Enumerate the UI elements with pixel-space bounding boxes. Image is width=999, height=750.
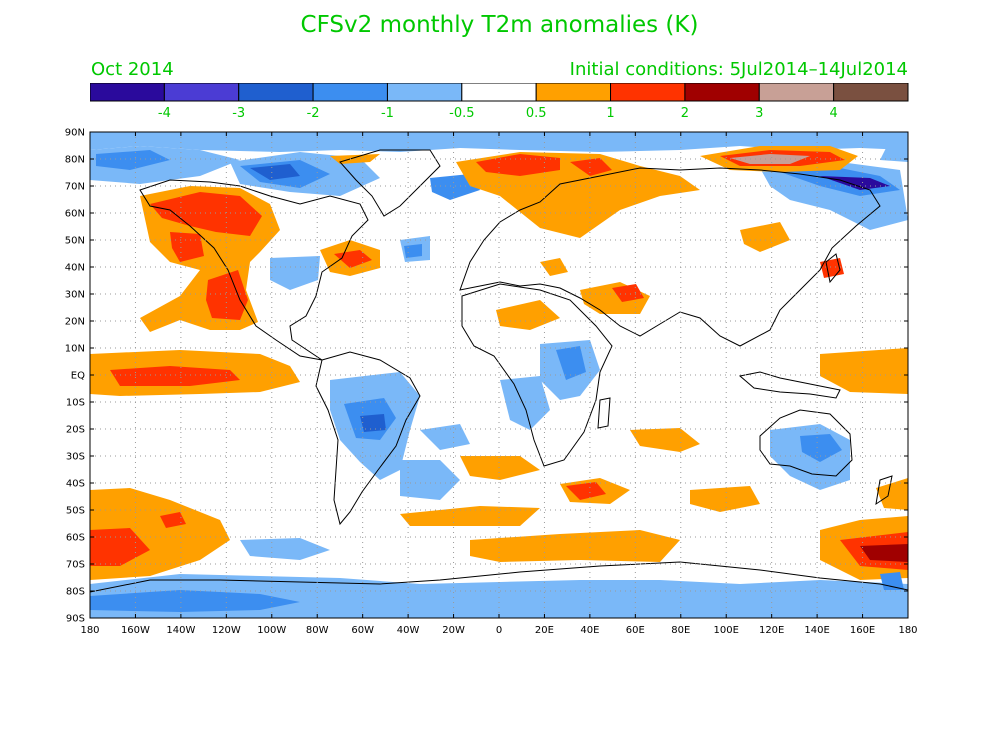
longitude-label: 140E [804,625,829,636]
latitude-label: 70N [65,182,85,193]
latitude-label: 50N [65,236,85,247]
longitude-label: 0 [496,625,502,636]
latitude-label: 10S [66,398,85,409]
colorbar-swatch [833,83,909,102]
colorbar-label: -0.5 [449,106,474,121]
colorbar-label: 2 [681,106,689,121]
longitude-label: 100E [714,625,739,636]
latitude-label: 60N [65,209,85,220]
initial-conditions: Initial conditions: 5Jul2014–14Jul2014 [569,59,908,80]
latitude-label: 40N [65,263,85,274]
longitude-label: 160W [121,625,150,636]
colorbar-label: -2 [307,106,320,121]
longitude-label: 160E [850,625,875,636]
longitude-label: 140W [166,625,195,636]
longitude-label: 60W [351,625,374,636]
colorbar: -4 -3 -2 -1 -0.5 0.5 1 2 3 4 [90,83,909,121]
latitude-label: 80N [65,155,85,166]
chart-title: CFSv2 monthly T2m anomalies (K) [300,12,699,38]
latitude-label: 90S [66,614,85,625]
latitude-label: 50S [66,506,85,517]
anomaly-fields [90,132,908,618]
colorbar-label: -3 [232,106,245,121]
latitude-label: 30N [65,290,85,301]
latitude-label: 60S [66,533,85,544]
latitude-label: 30S [66,452,85,463]
valid-month: Oct 2014 [91,59,174,80]
longitude-label: 80E [671,625,690,636]
latitude-label: 90N [65,128,85,139]
longitude-label: 180 [80,625,99,636]
latitude-label: EQ [71,371,85,382]
longitude-label: 80W [306,625,329,636]
longitude-label: 20E [535,625,554,636]
longitude-label: 40E [580,625,599,636]
grid-lines [90,132,908,618]
longitude-labels: 180 160W 140W 120W 100W 80W 60W 40W 20W 0 20E 40E 60… [80,625,917,636]
colorbar-label: -1 [381,106,394,121]
colorbar-label: 3 [755,106,763,121]
longitude-label: 20W [442,625,465,636]
colorbar-label: -4 [158,106,171,121]
longitude-label: 60E [626,625,645,636]
latitude-label: 40S [66,479,85,490]
longitude-label: 120W [212,625,241,636]
coastlines [90,149,908,593]
longitude-label: 40W [397,625,420,636]
latitude-label: 80S [66,587,85,598]
latitude-label: 10N [65,344,85,355]
longitude-label: 100W [257,625,286,636]
longitude-label: 120E [759,625,784,636]
latitude-label: 20N [65,317,85,328]
latitude-label: 20S [66,425,85,436]
colorbar-label: 1 [606,106,614,121]
colorbar-label: 0.5 [526,106,547,121]
latitude-labels: 90N 80N 70N 60N 50N 40N 30N 20N 10N EQ 10S 20S 30S 40… [65,128,85,625]
axis-ticks [89,131,909,619]
longitude-label: 180 [898,625,917,636]
latitude-label: 70S [66,560,85,571]
colorbar-label: 4 [829,106,837,121]
